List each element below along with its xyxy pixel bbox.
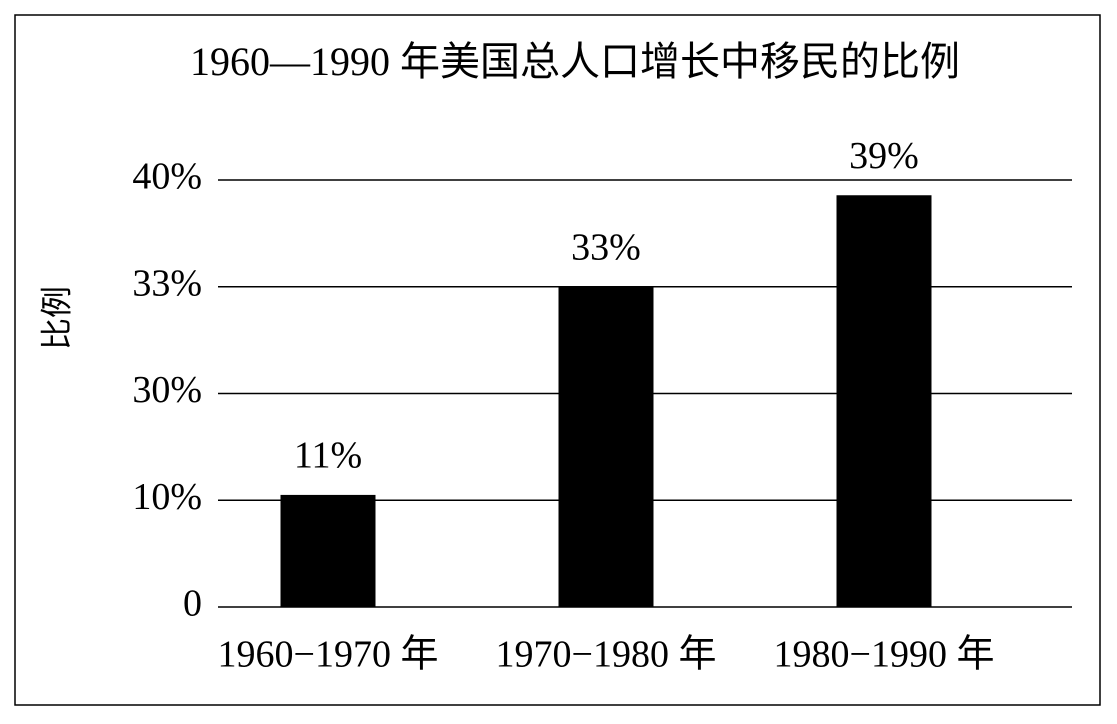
bar [558, 286, 654, 607]
y-axis-label: 比例 [38, 286, 74, 350]
bar [280, 494, 376, 607]
value-label: 11% [294, 435, 362, 477]
value-label: 33% [571, 226, 641, 268]
y-tick-label: 30% [132, 369, 202, 411]
y-tick-label: 40% [132, 156, 202, 198]
chart-title: 1960—1990 年美国总人口增长中移民的比例 [190, 39, 960, 84]
bar [836, 195, 932, 607]
y-tick-label: 33% [132, 262, 202, 304]
x-tick-label: 1970−1980 年 [496, 634, 717, 676]
y-tick-label: 0 [183, 583, 202, 625]
x-tick-label: 1960−1970 年 [218, 634, 439, 676]
frame [14, 14, 1101, 706]
y-tick-label: 10% [132, 476, 202, 518]
x-tick-label: 1980−1990 年 [774, 634, 995, 676]
value-label: 39% [849, 135, 919, 177]
